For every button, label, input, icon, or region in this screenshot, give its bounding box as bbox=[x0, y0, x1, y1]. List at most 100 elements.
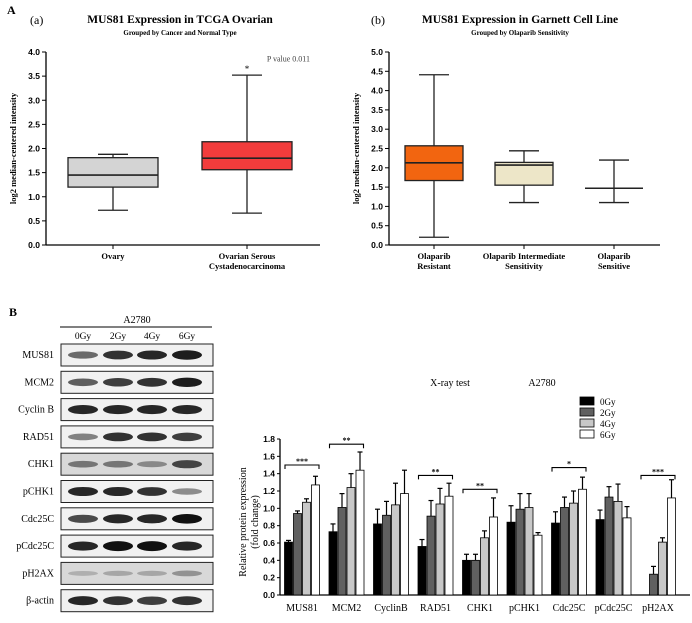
significance-mark: ** bbox=[432, 467, 440, 476]
protein-band bbox=[68, 541, 98, 551]
bar-0gy-mus81 bbox=[284, 541, 293, 596]
panel-label-a: A bbox=[7, 3, 16, 17]
protein-band bbox=[103, 570, 133, 577]
bar-6gy-mcm2 bbox=[355, 469, 365, 596]
western-blot: A2780 0Gy 2Gy 4Gy 6Gy MUS81 MCM2 Cyclin B RAD51 C… bbox=[16, 315, 214, 613]
protein-band bbox=[172, 432, 202, 442]
y-tick-label: 4.0 bbox=[371, 86, 383, 96]
protein-band bbox=[103, 486, 133, 497]
box-group-0: Ovary bbox=[67, 153, 159, 261]
x-tick-label: Cystadenocarcinoma bbox=[209, 261, 286, 271]
bar-2gy-ph2ax bbox=[649, 573, 658, 596]
x-tick-label: Ovary bbox=[101, 251, 125, 261]
blot-row-cdc25c: Cdc25C bbox=[21, 507, 214, 531]
y-tick-label: 3.5 bbox=[371, 105, 383, 115]
protein-band bbox=[172, 350, 202, 360]
protein-band bbox=[103, 514, 133, 524]
protein-band bbox=[137, 377, 167, 387]
y-tick-label: 3.0 bbox=[371, 124, 383, 134]
x-tick-label: Sensitive bbox=[598, 261, 630, 271]
bar-0gy-mcm2 bbox=[328, 531, 338, 596]
protein-band bbox=[68, 351, 98, 359]
bar-6gy-cdc25c bbox=[578, 488, 587, 596]
y-tick-label: 2.0 bbox=[28, 144, 40, 154]
protein-band bbox=[103, 405, 133, 415]
y-tick-label: 0.8 bbox=[263, 521, 275, 531]
chart-title: MUS81 Expression in Garnett Cell Line bbox=[422, 14, 618, 26]
bar-chart-xray: X-ray test A2780 Relative protein expressi… bbox=[238, 378, 690, 614]
bar-6gy-pchk1 bbox=[533, 534, 543, 596]
x-tick-label: Olaparib bbox=[417, 251, 450, 261]
y-tick-label: 1.5 bbox=[371, 182, 383, 192]
blot-cell-line: A2780 bbox=[123, 315, 150, 326]
legend-swatch bbox=[579, 418, 595, 428]
bar-0gy-cdc25c bbox=[551, 522, 560, 596]
y-tick-label: 5.0 bbox=[371, 47, 383, 57]
bar-4gy-ph2ax bbox=[658, 541, 667, 596]
y-tick-label: 4.0 bbox=[28, 47, 40, 57]
bar-6gy-ph2ax bbox=[667, 497, 676, 596]
chart-cell-line: A2780 bbox=[528, 378, 555, 389]
y-tick-label: 2.0 bbox=[371, 163, 383, 173]
y-tick-label: 1.2 bbox=[263, 486, 275, 496]
lane-label: 4Gy bbox=[144, 332, 161, 342]
protein-band bbox=[103, 432, 133, 442]
x-tick-label: Ovarian Serous bbox=[219, 251, 276, 261]
protein-band bbox=[103, 460, 133, 468]
protein-band bbox=[68, 433, 98, 441]
y-tick-label: 1.0 bbox=[28, 192, 40, 202]
box bbox=[67, 157, 159, 188]
protein-band bbox=[137, 432, 167, 442]
bar-4gy-chk1 bbox=[480, 537, 489, 596]
protein-band bbox=[172, 377, 202, 387]
protein-band bbox=[137, 570, 167, 577]
bar-2gy-pchk1 bbox=[515, 508, 525, 596]
x-tick-label: CyclinB bbox=[374, 603, 408, 614]
protein-band bbox=[137, 405, 167, 415]
protein-band bbox=[172, 488, 202, 495]
legend-label: 4Gy bbox=[600, 419, 616, 429]
y-tick-label: 1.0 bbox=[371, 201, 383, 211]
box bbox=[494, 161, 554, 186]
y-axis-label: (fold change) bbox=[250, 495, 261, 549]
bar-2gy-mus81 bbox=[293, 513, 302, 596]
protein-band bbox=[172, 513, 202, 524]
x-tick-label: RAD51 bbox=[420, 603, 451, 614]
lane-label: 2Gy bbox=[110, 332, 127, 342]
significance-mark: ** bbox=[476, 481, 484, 490]
y-axis-label: log2 median-centered intensity bbox=[351, 92, 361, 204]
protein-band bbox=[68, 596, 98, 606]
lane-label: 6Gy bbox=[179, 332, 196, 342]
chart-title: X-ray test bbox=[430, 378, 470, 389]
blot-row-label: MCM2 bbox=[25, 377, 54, 388]
x-tick-label: pCdc25C bbox=[595, 603, 633, 614]
blot-row-actin: β-actin bbox=[26, 589, 214, 613]
lane-label: 0Gy bbox=[75, 332, 92, 342]
bar-2gy-pcdc25c bbox=[604, 496, 614, 596]
y-tick-label: 0.2 bbox=[263, 573, 275, 583]
y-axis-label: log2 median-centered intensity bbox=[8, 92, 18, 204]
protein-band bbox=[103, 378, 133, 387]
significance-mark: *** bbox=[652, 467, 664, 476]
y-tick-label: 0.4 bbox=[263, 555, 275, 565]
y-tick-label: 0.0 bbox=[263, 590, 275, 600]
bar-2gy-cyclinb bbox=[382, 514, 391, 596]
x-tick-label: Resistant bbox=[417, 261, 451, 271]
protein-band bbox=[137, 461, 167, 468]
bar-2gy-mcm2 bbox=[337, 507, 347, 596]
blot-row-pchk1: pCHK1 bbox=[23, 480, 214, 503]
legend-swatch bbox=[579, 407, 595, 417]
protein-band bbox=[172, 460, 202, 469]
bar-6gy-chk1 bbox=[489, 516, 498, 596]
blot-row-ph2ax: pH2AX bbox=[22, 561, 214, 585]
protein-band bbox=[137, 350, 167, 360]
legend-label: 6Gy bbox=[600, 430, 616, 440]
p-value-annotation: P value 0.011 bbox=[267, 55, 310, 64]
y-tick-label: 2.5 bbox=[371, 144, 383, 154]
y-tick-label: 1.0 bbox=[263, 503, 275, 513]
bar-6gy-pcdc25c bbox=[622, 517, 632, 596]
significance-bracket bbox=[462, 488, 498, 494]
